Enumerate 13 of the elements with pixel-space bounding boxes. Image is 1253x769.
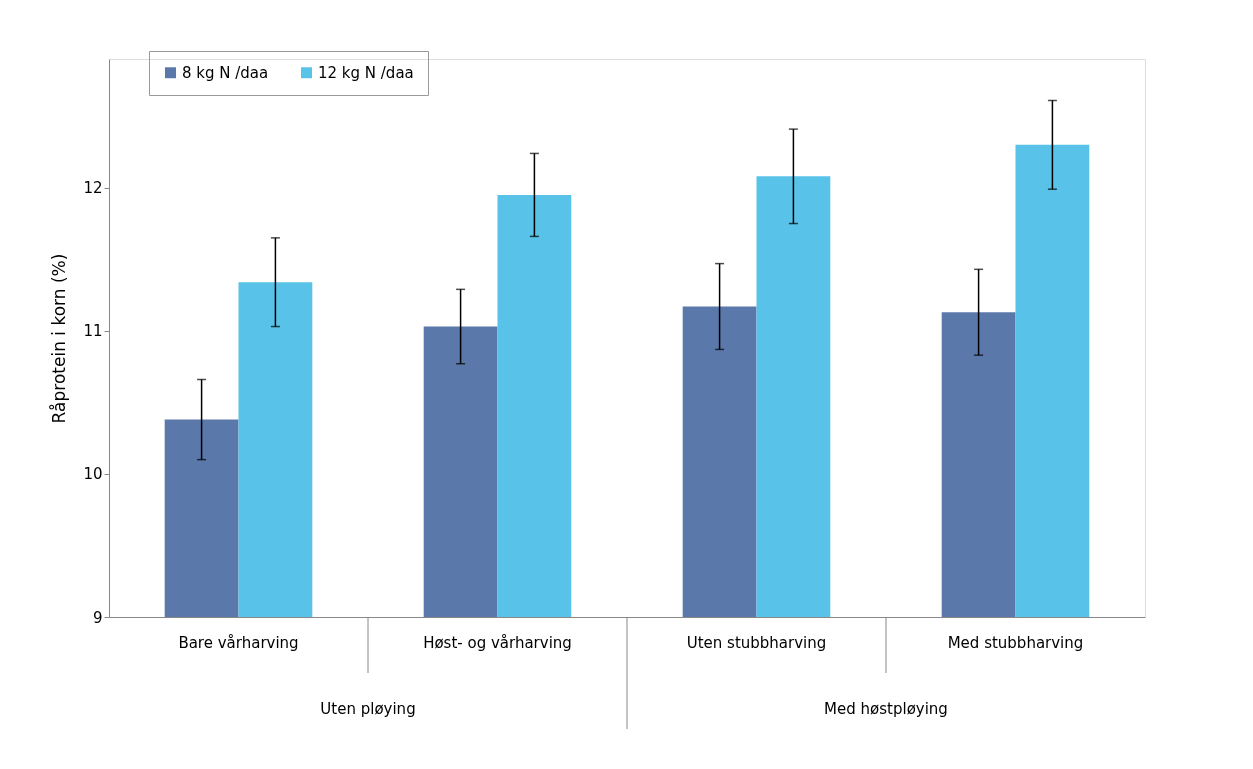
legend-label: 8 kg N /daa bbox=[182, 63, 269, 82]
x-tick-label: Uten stubbharving bbox=[686, 633, 827, 652]
y-tick-label: 11 bbox=[83, 322, 103, 341]
y-tick-label: 10 bbox=[83, 465, 103, 484]
legend-label: 12 kg N /daa bbox=[318, 63, 414, 82]
y-tick-label: 9 bbox=[92, 608, 103, 627]
y-axis-title: Råprotein i korn (%) bbox=[49, 253, 70, 424]
x-tick-label: Høst- og vårharving bbox=[423, 633, 572, 652]
y-tick-label: 12 bbox=[83, 179, 103, 198]
x-tick-label: Bare vårharving bbox=[178, 633, 299, 652]
x-tick-label: Med stubbharving bbox=[947, 633, 1084, 652]
text: Med høstpløying bbox=[824, 700, 948, 718]
text: Uten pløying bbox=[320, 700, 416, 718]
